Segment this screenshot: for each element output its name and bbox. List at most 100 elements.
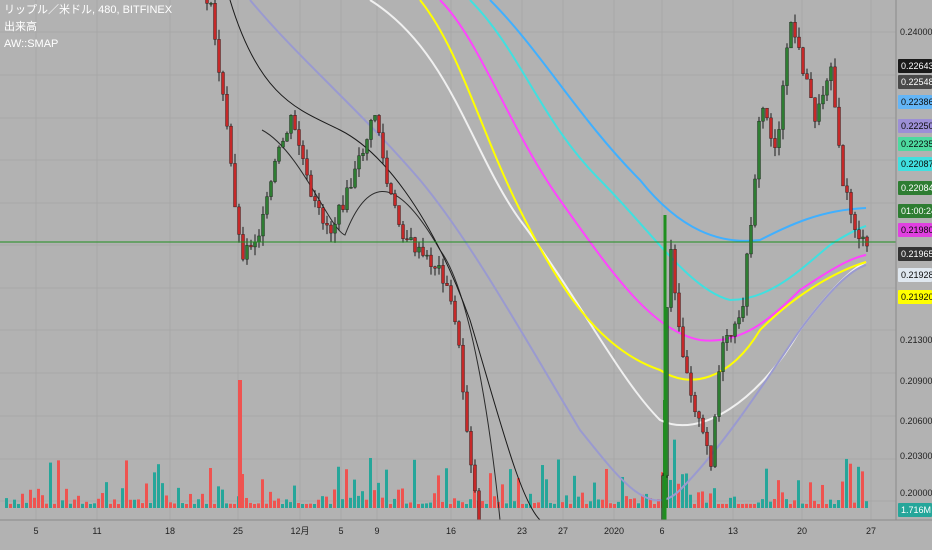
volume-bar	[57, 460, 60, 508]
candle-body	[769, 117, 773, 139]
ma-line	[229, 0, 541, 521]
candle-body	[305, 158, 309, 176]
volume-bar	[238, 380, 242, 508]
candle-body	[257, 235, 261, 243]
volume-bar	[733, 496, 736, 508]
volume-bar	[121, 488, 124, 508]
price-badge-label: 01:00:24	[901, 206, 932, 216]
volume-bar	[773, 498, 776, 508]
volume-bar	[185, 503, 188, 508]
volume-bar	[541, 465, 544, 508]
volume-bar	[753, 503, 756, 508]
volume-bar	[857, 466, 860, 508]
time-axis-bg	[0, 520, 932, 550]
volume-bar	[17, 503, 20, 508]
volume-bar	[409, 502, 412, 508]
time-axis: 5 11 18 25 12月 5 9 16 23 27 2020 6 13 20 27	[0, 519, 932, 550]
volume-bar	[809, 482, 812, 508]
candle-body	[313, 196, 317, 201]
candle-body	[241, 234, 245, 260]
volume-bar	[337, 466, 340, 508]
volume-bar	[517, 478, 520, 508]
volume-bar	[401, 488, 404, 508]
volume-bar	[549, 502, 552, 508]
volume-bar	[413, 459, 416, 508]
price-badge	[898, 181, 932, 195]
candle-body	[409, 237, 413, 240]
symbol-title: リップル／米ドル, 480, BITFINEX	[4, 3, 173, 16]
volume-bar	[33, 497, 36, 508]
volume-bar	[421, 503, 424, 508]
volume-bar	[785, 499, 788, 508]
volume-bar	[93, 503, 96, 508]
y-tick-label: 0.24000	[900, 27, 932, 37]
volume-bar	[761, 499, 764, 508]
volume-bar	[325, 496, 328, 508]
price-badge-label: 0.22084	[901, 183, 932, 193]
volume-bar	[113, 499, 116, 508]
volume-bar	[29, 489, 32, 508]
volume-bar	[97, 498, 100, 508]
candle-body	[341, 204, 345, 210]
candle-body	[401, 224, 405, 239]
volume-bar	[821, 484, 824, 508]
volume-bar	[749, 503, 752, 508]
volume-bar	[89, 503, 92, 508]
volume-bar	[789, 503, 792, 508]
candle-body	[829, 66, 833, 82]
volume-bar	[645, 493, 648, 508]
volume-bar	[385, 469, 388, 508]
candle-body	[793, 22, 797, 38]
candle-body	[669, 249, 673, 308]
volume-bar	[21, 493, 24, 508]
volume-bar	[469, 499, 472, 508]
volume-bar	[349, 497, 352, 508]
volume-bar	[117, 503, 120, 508]
x-tick-label: 9	[374, 526, 379, 536]
volume-bar	[545, 479, 548, 508]
volume-bar	[205, 503, 208, 508]
candle-body	[317, 200, 321, 208]
volume-bar	[365, 499, 368, 508]
volume-bar	[673, 439, 676, 508]
candle-body	[373, 115, 377, 121]
volume-bar	[73, 499, 76, 508]
price-badge-label: 0.22087	[901, 159, 932, 169]
volume-bar	[769, 501, 772, 508]
candle-body	[801, 47, 805, 74]
volume-bar	[697, 492, 700, 508]
candle-body	[289, 115, 293, 134]
volume-bar	[521, 503, 524, 508]
price-badge-label: 0.22235	[901, 139, 932, 149]
volume-bar	[357, 495, 360, 508]
price-badges: 0.22643 0.22548 0.22386 0.22250 0.22235 0.220…	[898, 59, 932, 517]
volume-bar	[741, 503, 744, 508]
candle-body	[701, 417, 705, 433]
volume-bar	[77, 495, 80, 508]
candle-body	[773, 138, 777, 148]
volume-bar	[129, 499, 132, 508]
price-badge	[898, 247, 932, 261]
volume-bar	[257, 503, 260, 508]
candle-body	[205, 0, 209, 4]
x-tick-label: 27	[866, 526, 876, 536]
volume-bar	[537, 502, 540, 508]
candle-body	[745, 253, 749, 307]
volume-bar	[513, 501, 516, 508]
candle-body	[837, 106, 841, 146]
volume-bar	[161, 483, 164, 508]
volume-bar	[557, 459, 560, 508]
volume-bar	[805, 503, 808, 508]
volume-bar	[441, 501, 444, 508]
candle-body	[453, 300, 457, 322]
volume-bar	[729, 497, 732, 508]
volume-bar	[157, 464, 160, 508]
candle-body	[301, 145, 305, 159]
volume-bar	[321, 496, 324, 508]
candle-body	[325, 223, 329, 226]
volume-bar	[149, 503, 152, 508]
candle-body	[321, 207, 325, 224]
